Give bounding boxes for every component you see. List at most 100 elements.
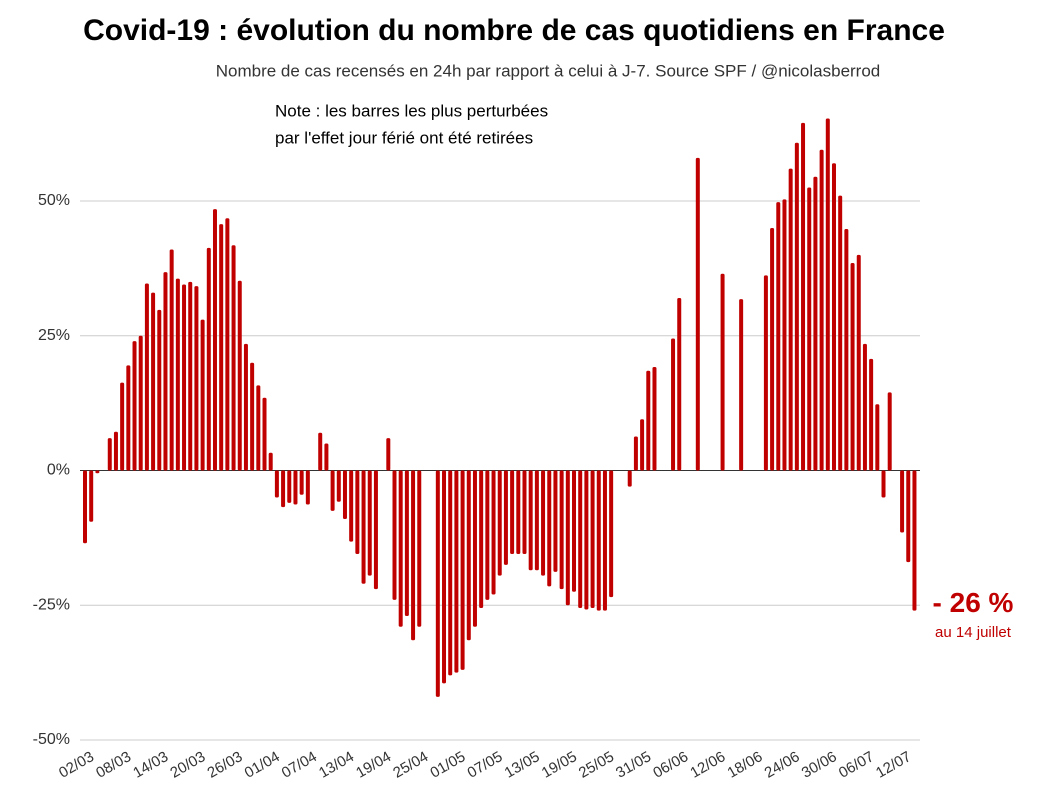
bar [83,470,87,544]
x-tick-label: 20/03 [167,748,208,781]
bar [219,224,224,471]
bar [503,470,508,565]
bar [856,254,861,471]
bar [113,431,118,471]
annotation: au 14 juillet [935,624,1012,641]
bar [243,343,248,471]
bar [256,385,261,471]
bar [602,470,607,611]
bar [862,343,867,471]
bar [355,470,360,555]
bar [411,470,416,641]
y-tick-label: 0% [47,462,70,479]
bar [838,195,843,471]
bar [572,470,577,592]
x-tick-label: 19/04 [353,748,394,781]
bar [466,470,471,641]
bar [695,157,700,471]
x-tick-label: 01/04 [242,748,283,781]
x-tick-label: 07/05 [465,748,506,781]
bar [534,470,539,571]
bar [813,176,818,471]
x-tick-label: 12/06 [687,748,728,781]
x-tick-label: 30/06 [799,748,840,781]
bar [349,470,354,542]
bar [776,202,781,471]
bar [763,275,768,471]
y-tick-label: -50% [33,731,70,748]
bar [144,283,149,471]
bar [404,470,409,617]
bar [677,298,682,471]
bar [361,470,366,584]
bar [479,470,484,608]
bar [485,470,490,600]
bar [881,470,886,498]
x-tick-label: 31/05 [613,748,654,781]
bar [850,262,855,471]
bar [132,341,137,471]
bar [250,362,255,471]
x-tick-label: 14/03 [130,748,171,781]
chart-title: Covid-19 : évolution du nombre de cas qu… [83,14,945,47]
bar [671,338,676,471]
bar [157,309,162,471]
bar [869,358,874,471]
bar [126,365,131,471]
bar [912,470,917,611]
bar [151,292,156,471]
bar [367,470,372,576]
x-tick-label: 25/05 [576,748,617,781]
bar [287,470,292,503]
bar [417,470,422,627]
bar [770,227,775,471]
bar [633,436,638,471]
bar [120,382,125,471]
bar [188,281,193,471]
bar [652,367,657,471]
x-tick-label: 13/04 [316,748,357,781]
bar [212,209,217,471]
x-tick-label: 26/03 [205,748,246,781]
bar [788,168,793,471]
bar [584,470,589,610]
bar [640,419,645,471]
value-label: - 26 % [933,587,1014,618]
bar [237,280,242,471]
x-tick-label: 19/05 [539,748,580,781]
bar [95,470,100,474]
bar [739,299,744,471]
bar [794,142,799,471]
bar [547,470,552,587]
bar [163,272,168,471]
bar [268,452,273,471]
x-tick-label: 02/03 [56,748,97,781]
bar [887,392,892,471]
bar [175,278,180,471]
chart-subtitle: Nombre de cas recensés en 24h par rappor… [216,61,881,80]
bar [541,470,546,576]
bar [342,470,347,520]
bar [182,284,187,471]
bar [528,470,533,571]
bar [318,432,323,471]
bar [386,438,391,471]
bar [281,470,286,508]
x-tick-label: 18/06 [724,748,765,781]
x-tick-label: 06/07 [836,748,877,781]
bar [107,438,112,471]
bar [138,335,143,471]
bar [609,470,614,598]
bar [819,149,824,471]
x-tick-label: 25/04 [390,748,431,781]
bar [293,470,298,505]
x-tick-label: 24/06 [762,748,803,781]
x-tick-label: 01/05 [427,748,468,781]
bar [782,199,787,471]
bar [89,470,94,522]
bar [646,370,651,471]
bar [565,470,570,606]
bar [801,122,806,471]
bar [336,470,341,502]
